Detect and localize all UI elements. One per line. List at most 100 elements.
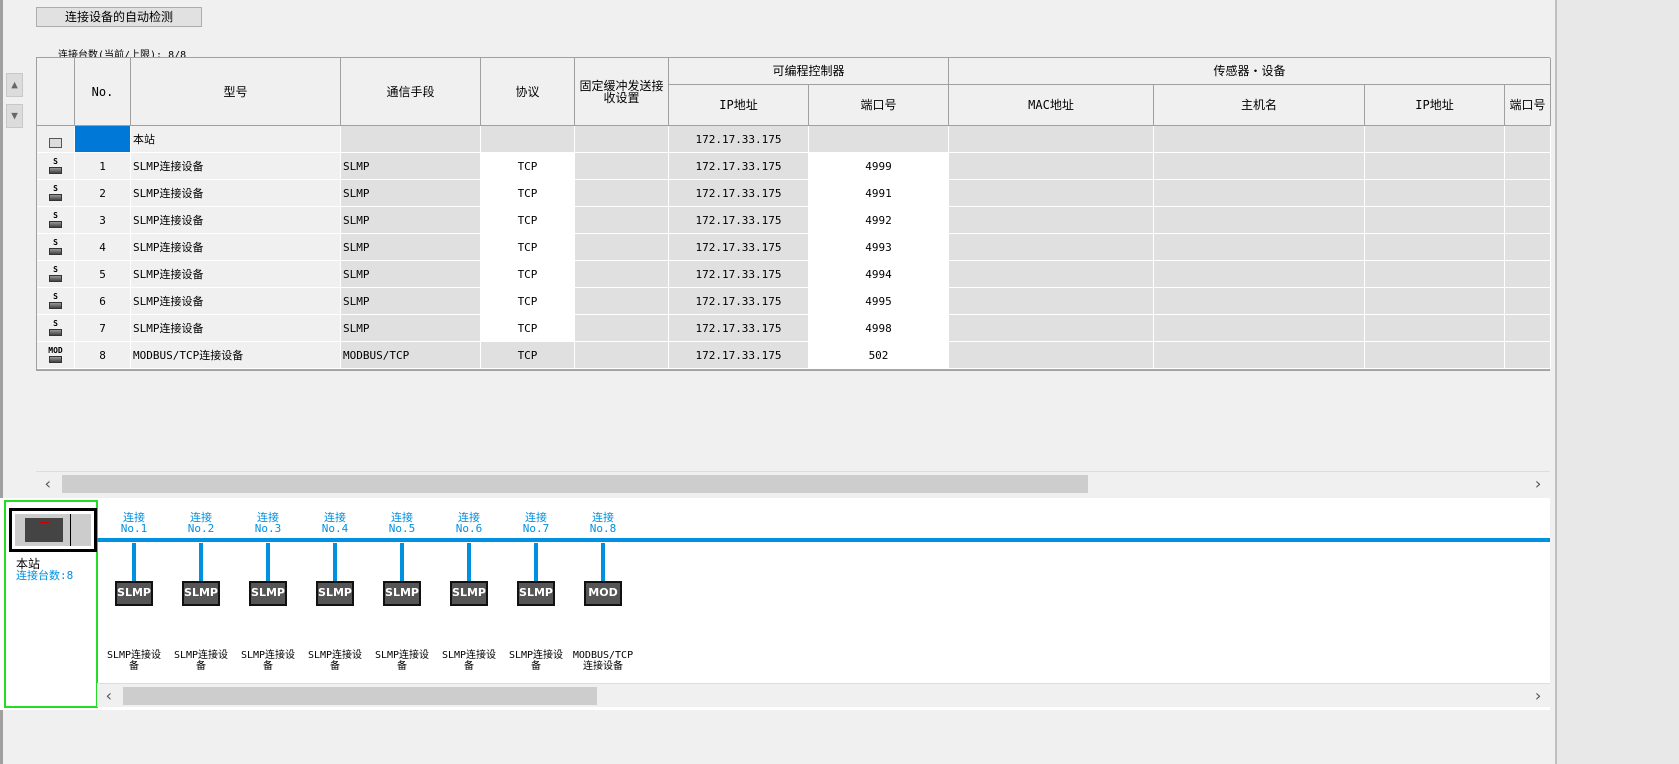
device-node[interactable]: 连接 No.2 SLMP SLMP连接设备 xyxy=(166,512,236,672)
scroll-left-icon[interactable]: ‹ xyxy=(104,686,114,705)
table-horizontal-scrollbar[interactable]: ‹ › xyxy=(36,471,1550,495)
row-plc-ip[interactable]: 172.17.33.175 xyxy=(669,342,809,369)
row-sensor-cell[interactable] xyxy=(1505,207,1551,234)
row-sensor-cell[interactable] xyxy=(1505,342,1551,369)
row-sensor-cell[interactable] xyxy=(1365,342,1505,369)
row-fixed-buffer[interactable] xyxy=(575,288,669,315)
move-up-button[interactable]: ▲ xyxy=(6,73,23,97)
row-sensor-cell[interactable] xyxy=(1365,261,1505,288)
row-comm-method[interactable]: SLMP xyxy=(341,261,481,288)
row-sensor-cell[interactable] xyxy=(1154,261,1365,288)
row-sensor-cell[interactable] xyxy=(1154,315,1365,342)
device-node[interactable]: 连接 No.5 SLMP SLMP连接设备 xyxy=(367,512,437,672)
row-no[interactable]: 1 xyxy=(75,153,131,180)
row-sensor-cell[interactable] xyxy=(1505,315,1551,342)
row-model[interactable]: SLMP连接设备 xyxy=(131,315,341,342)
row-sensor-cell[interactable] xyxy=(1154,342,1365,369)
device-box-icon[interactable]: SLMP xyxy=(383,581,421,606)
device-node[interactable]: 连接 No.7 SLMP SLMP连接设备 xyxy=(501,512,571,672)
row-fixed-buffer[interactable] xyxy=(575,207,669,234)
row-no[interactable]: 5 xyxy=(75,261,131,288)
row-protocol[interactable]: TCP xyxy=(481,342,575,369)
row-fixed-buffer[interactable] xyxy=(575,234,669,261)
row-plc-ip[interactable]: 172.17.33.175 xyxy=(669,207,809,234)
row-sensor-cell[interactable] xyxy=(1365,180,1505,207)
row-icon-cell[interactable]: S xyxy=(37,207,75,234)
row-protocol[interactable]: TCP xyxy=(481,180,575,207)
own-station-no-cell[interactable] xyxy=(75,126,131,153)
row-sensor-cell[interactable] xyxy=(1505,180,1551,207)
row-protocol[interactable]: TCP xyxy=(481,207,575,234)
plc-icon[interactable] xyxy=(9,508,97,552)
scrollbar-thumb[interactable] xyxy=(62,475,1088,493)
row-sensor-cell[interactable] xyxy=(1154,207,1365,234)
auto-detect-button[interactable]: 连接设备的自动检测 xyxy=(36,7,202,27)
device-box-icon[interactable]: SLMP xyxy=(182,581,220,606)
own-station-icon-cell[interactable] xyxy=(37,126,75,153)
row-icon-cell[interactable]: S xyxy=(37,288,75,315)
device-node[interactable]: 连接 No.1 SLMP SLMP连接设备 xyxy=(99,512,169,672)
row-comm-method[interactable]: MODBUS/TCP xyxy=(341,342,481,369)
row-plc-ip[interactable]: 172.17.33.175 xyxy=(669,234,809,261)
row-plc-port[interactable]: 502 xyxy=(809,342,949,369)
row-sensor-cell[interactable] xyxy=(949,288,1154,315)
device-node[interactable]: 连接 No.8 MOD MODBUS/TCP连接设备 xyxy=(568,512,638,672)
scroll-right-icon[interactable]: › xyxy=(1533,686,1543,705)
row-comm-method[interactable]: SLMP xyxy=(341,180,481,207)
row-plc-ip[interactable]: 172.17.33.175 xyxy=(669,180,809,207)
row-comm-method[interactable]: SLMP xyxy=(341,315,481,342)
row-model[interactable]: MODBUS/TCP连接设备 xyxy=(131,342,341,369)
own-station-model[interactable]: 本站 xyxy=(131,126,341,153)
device-box-icon[interactable]: MOD xyxy=(584,581,622,606)
row-protocol[interactable]: TCP xyxy=(481,234,575,261)
row-comm-method[interactable]: SLMP xyxy=(341,153,481,180)
row-plc-port[interactable]: 4999 xyxy=(809,153,949,180)
device-box-icon[interactable]: SLMP xyxy=(115,581,153,606)
row-icon-cell[interactable]: S xyxy=(37,315,75,342)
row-icon-cell[interactable]: S xyxy=(37,180,75,207)
row-plc-ip[interactable]: 172.17.33.175 xyxy=(669,315,809,342)
row-model[interactable]: SLMP连接设备 xyxy=(131,153,341,180)
row-fixed-buffer[interactable] xyxy=(575,180,669,207)
diagram-horizontal-scrollbar[interactable]: ‹ › xyxy=(97,683,1550,707)
row-model[interactable]: SLMP连接设备 xyxy=(131,207,341,234)
row-sensor-cell[interactable] xyxy=(1505,261,1551,288)
row-sensor-cell[interactable] xyxy=(1365,153,1505,180)
row-plc-port[interactable]: 4994 xyxy=(809,261,949,288)
row-plc-ip[interactable]: 172.17.33.175 xyxy=(669,288,809,315)
row-sensor-cell[interactable] xyxy=(1154,153,1365,180)
row-sensor-cell[interactable] xyxy=(949,207,1154,234)
row-sensor-cell[interactable] xyxy=(1365,288,1505,315)
row-no[interactable]: 7 xyxy=(75,315,131,342)
row-sensor-cell[interactable] xyxy=(1505,234,1551,261)
row-model[interactable]: SLMP连接设备 xyxy=(131,288,341,315)
row-sensor-cell[interactable] xyxy=(949,234,1154,261)
device-node[interactable]: 连接 No.3 SLMP SLMP连接设备 xyxy=(233,512,303,672)
device-box-icon[interactable]: SLMP xyxy=(249,581,287,606)
row-plc-ip[interactable]: 172.17.33.175 xyxy=(669,261,809,288)
row-sensor-cell[interactable] xyxy=(1365,207,1505,234)
row-fixed-buffer[interactable] xyxy=(575,261,669,288)
row-no[interactable]: 3 xyxy=(75,207,131,234)
row-sensor-cell[interactable] xyxy=(1365,234,1505,261)
row-plc-port[interactable]: 4992 xyxy=(809,207,949,234)
row-no[interactable]: 8 xyxy=(75,342,131,369)
row-protocol[interactable]: TCP xyxy=(481,261,575,288)
row-plc-port[interactable]: 4995 xyxy=(809,288,949,315)
row-model[interactable]: SLMP连接设备 xyxy=(131,234,341,261)
row-sensor-cell[interactable] xyxy=(1154,234,1365,261)
row-plc-ip[interactable]: 172.17.33.175 xyxy=(669,153,809,180)
row-model[interactable]: SLMP连接设备 xyxy=(131,261,341,288)
row-fixed-buffer[interactable] xyxy=(575,342,669,369)
row-protocol[interactable]: TCP xyxy=(481,153,575,180)
scrollbar-thumb[interactable] xyxy=(123,687,597,705)
device-box-icon[interactable]: SLMP xyxy=(316,581,354,606)
row-no[interactable]: 6 xyxy=(75,288,131,315)
row-sensor-cell[interactable] xyxy=(949,342,1154,369)
row-protocol[interactable]: TCP xyxy=(481,288,575,315)
row-comm-method[interactable]: SLMP xyxy=(341,234,481,261)
row-icon-cell[interactable]: S xyxy=(37,234,75,261)
row-plc-port[interactable]: 4991 xyxy=(809,180,949,207)
scroll-right-icon[interactable]: › xyxy=(1533,474,1543,493)
device-box-icon[interactable]: SLMP xyxy=(450,581,488,606)
